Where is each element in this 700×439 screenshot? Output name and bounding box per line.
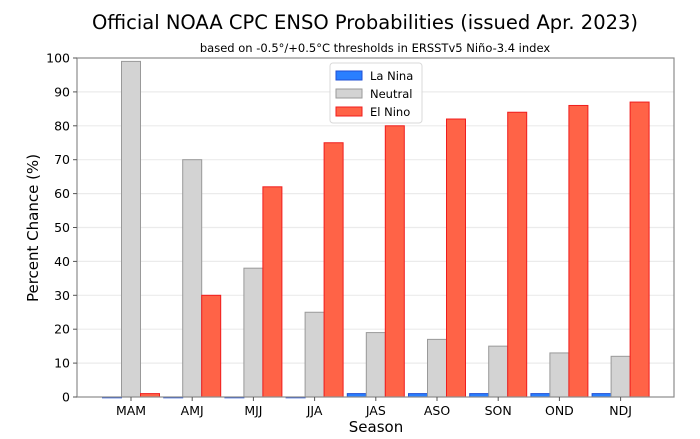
- bar-el-nino-amj: [201, 294, 222, 398]
- bar-neutral-son: [488, 345, 509, 398]
- y-tick-label: 30: [54, 288, 70, 303]
- y-tick-label: 10: [54, 356, 70, 371]
- x-tick-label: NDJ: [609, 403, 632, 418]
- x-tick-label: JJA: [306, 403, 323, 418]
- y-tick-label: 70: [54, 152, 70, 167]
- bar-neutral-ond: [549, 352, 570, 398]
- x-axis-label: Season: [349, 418, 403, 436]
- legend-swatch-la-nina: [335, 70, 363, 81]
- x-tick-label: SON: [485, 403, 512, 418]
- legend-label: La Nina: [370, 69, 413, 83]
- y-tick-label: 20: [54, 322, 70, 337]
- y-tick-label: 50: [54, 220, 70, 235]
- y-tick-label: 0: [62, 390, 70, 405]
- bar-el-nino-aso: [446, 118, 466, 398]
- chart-title: Official NOAA CPC ENSO Probabilities (is…: [92, 11, 638, 34]
- legend: La Nina Neutral El Nino: [329, 62, 423, 124]
- x-tick-label: ASO: [424, 403, 450, 418]
- bar-neutral-mjj: [243, 267, 264, 398]
- y-tick-label: 90: [54, 84, 70, 99]
- bar-neutral-jja: [304, 311, 325, 398]
- x-tick-label: JAS: [365, 403, 386, 418]
- legend-label: El Nino: [370, 105, 410, 119]
- bar-neutral-jas: [365, 332, 386, 398]
- bar-el-nino-mjj: [262, 186, 283, 398]
- bar-el-nino-son: [507, 111, 528, 398]
- legend-swatch-el-nino: [335, 106, 363, 117]
- y-tick-label: 80: [54, 118, 70, 133]
- x-tick-label: MAM: [116, 403, 146, 418]
- legend-swatch-neutral: [335, 88, 363, 99]
- y-tick-label: 40: [54, 254, 70, 269]
- bar-neutral-ndj: [610, 355, 631, 398]
- x-tick-label: OND: [545, 403, 574, 418]
- bar-el-nino-ond: [568, 104, 589, 398]
- y-tick-label: 60: [54, 186, 70, 201]
- x-tick-label: AMJ: [181, 403, 204, 418]
- bar-neutral-mam: [121, 60, 141, 398]
- x-tick-label: MJJ: [244, 403, 262, 418]
- bar-el-nino-ndj: [629, 101, 650, 398]
- bar-el-nino-jja: [323, 142, 344, 398]
- legend-label: Neutral: [370, 87, 412, 101]
- y-axis-label: Percent Chance (%): [24, 154, 42, 302]
- bar-el-nino-jas: [384, 125, 405, 398]
- bar-neutral-amj: [182, 159, 203, 398]
- chart-subtitle: based on -0.5°/+0.5°C thresholds in ERSS…: [200, 41, 550, 55]
- y-tick-label: 100: [46, 51, 70, 66]
- bar-neutral-aso: [427, 338, 447, 398]
